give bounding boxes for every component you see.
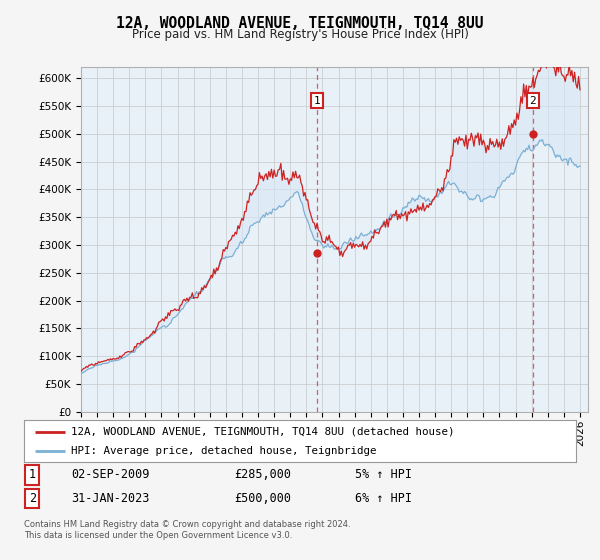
- Text: 12A, WOODLAND AVENUE, TEIGNMOUTH, TQ14 8UU: 12A, WOODLAND AVENUE, TEIGNMOUTH, TQ14 8…: [116, 16, 484, 31]
- Text: 2: 2: [29, 492, 36, 505]
- Text: 1: 1: [314, 96, 320, 105]
- Text: 02-SEP-2009: 02-SEP-2009: [71, 468, 149, 481]
- Text: Contains HM Land Registry data © Crown copyright and database right 2024.
This d: Contains HM Land Registry data © Crown c…: [24, 520, 350, 540]
- Text: Price paid vs. HM Land Registry's House Price Index (HPI): Price paid vs. HM Land Registry's House …: [131, 28, 469, 41]
- Text: £285,000: £285,000: [234, 468, 291, 481]
- Text: £500,000: £500,000: [234, 492, 291, 505]
- Text: 12A, WOODLAND AVENUE, TEIGNMOUTH, TQ14 8UU (detached house): 12A, WOODLAND AVENUE, TEIGNMOUTH, TQ14 8…: [71, 427, 454, 437]
- Text: 5% ↑ HPI: 5% ↑ HPI: [355, 468, 412, 481]
- Text: 1: 1: [29, 468, 36, 481]
- Text: HPI: Average price, detached house, Teignbridge: HPI: Average price, detached house, Teig…: [71, 446, 376, 456]
- Text: 6% ↑ HPI: 6% ↑ HPI: [355, 492, 412, 505]
- Text: 2: 2: [530, 96, 536, 105]
- Text: 31-JAN-2023: 31-JAN-2023: [71, 492, 149, 505]
